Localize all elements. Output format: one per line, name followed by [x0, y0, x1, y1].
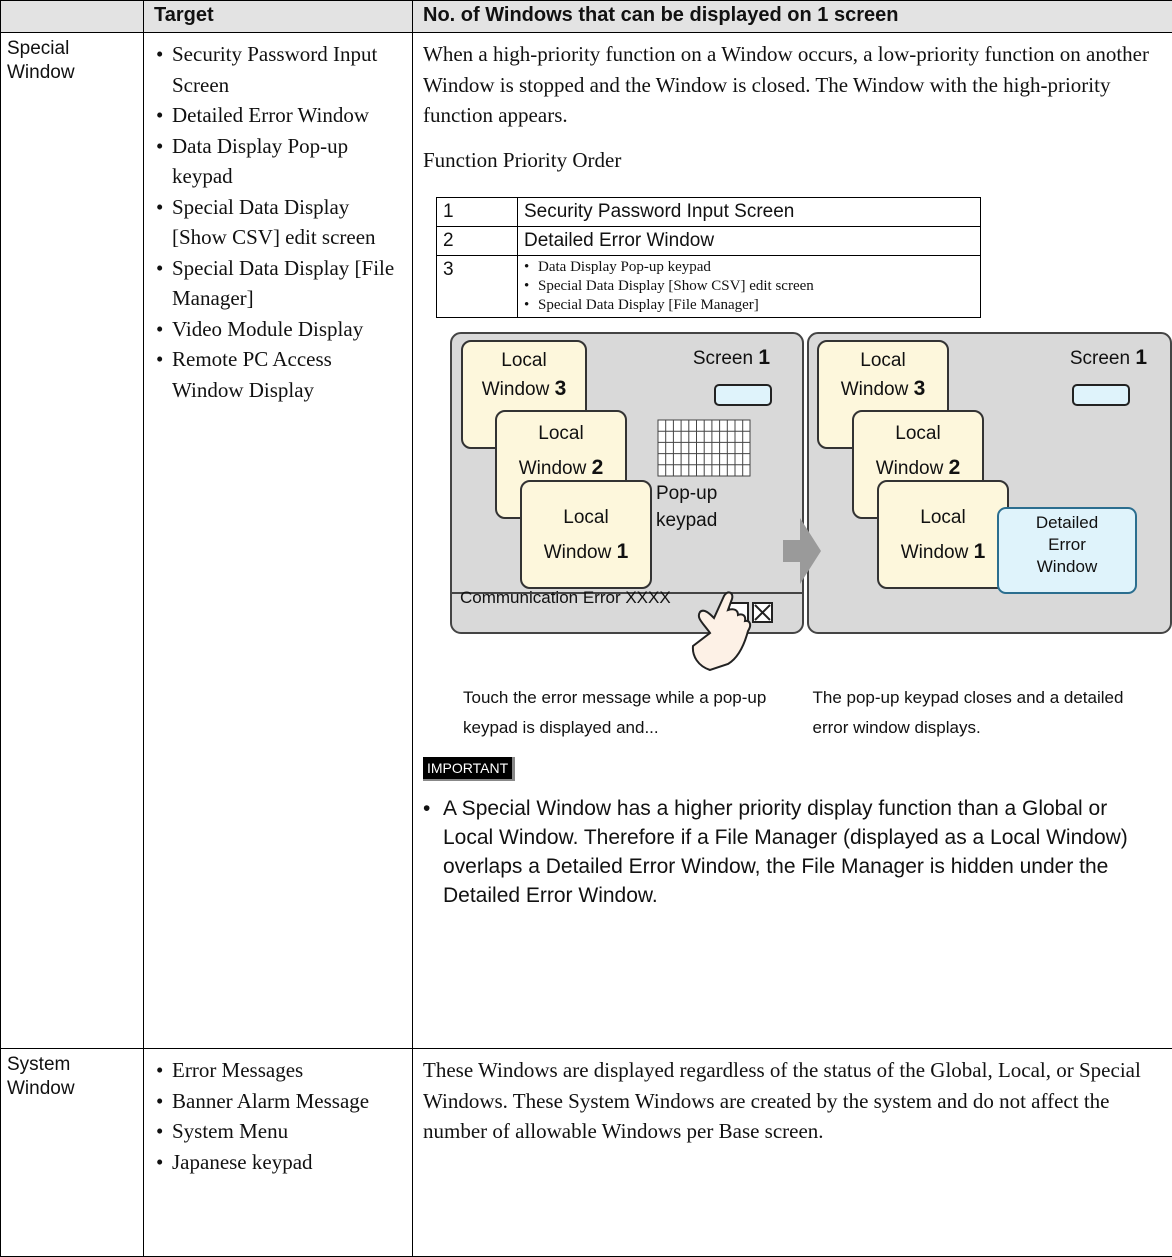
priority-row: 3Data Display Pop-up keypadSpecial Data …	[436, 255, 981, 318]
local-window-number: 3	[913, 377, 926, 400]
target-item: Error Messages	[156, 1055, 406, 1086]
priority-rank: 2	[436, 226, 518, 256]
local-window-number: 2	[591, 456, 604, 479]
priority-item: Data Display Pop-up keypad	[524, 258, 974, 277]
category: System Window	[0, 1048, 144, 1257]
local-window-text: Local Window	[900, 507, 969, 563]
target-item: Detailed Error Window	[156, 100, 406, 131]
arrow	[783, 518, 821, 584]
priority-items: Detailed Error Window	[517, 226, 981, 256]
diagram: Screen 1 Local Window 3 Local Window 2 Loca…	[448, 328, 1172, 683]
screen-button	[1072, 384, 1130, 406]
local-window-text: Local Window	[875, 423, 944, 479]
local-window-number: 3	[554, 377, 567, 400]
description-cell: When a high-priority function on a Windo…	[412, 32, 1172, 1049]
local-window-text: Local Window	[543, 507, 612, 563]
screen-number: 1	[758, 346, 770, 369]
local-window-number: 1	[973, 540, 986, 563]
caption: Touch the error message while a pop-up k…	[463, 688, 767, 737]
screen-label: Screen 1	[648, 344, 770, 373]
targets-cell: Error MessagesBanner Alarm MessageSystem…	[143, 1048, 413, 1257]
local-window-label: Local Window 3	[828, 347, 938, 404]
header-description: No. of Windows that can be displayed on …	[412, 0, 1172, 33]
caption: The pop-up keypad closes and a detailed …	[812, 688, 1124, 737]
error-message: Communication Error XXXX	[460, 588, 671, 607]
header-blank	[0, 0, 144, 33]
target-item: System Menu	[156, 1116, 406, 1147]
paragraph: Function Priority Order	[423, 147, 622, 172]
priority-item: Security Password Input Screen	[524, 201, 795, 222]
target-item: Security Password Input Screen	[156, 39, 406, 100]
priority-items: Security Password Input Screen	[517, 197, 981, 227]
target-item: Remote PC Access Window Display	[156, 344, 406, 405]
local-window	[520, 480, 652, 589]
row: Special WindowSecurity Password Input Sc…	[0, 32, 1172, 1049]
priority-items: Data Display Pop-up keypadSpecial Data D…	[517, 255, 981, 318]
local-window-number: 2	[948, 456, 961, 479]
priority-row: 2 Detailed Error Window	[436, 226, 981, 256]
target-list: Security Password Input ScreenDetailed E…	[144, 39, 412, 405]
local-window-text: Local Window	[840, 350, 909, 400]
target-item: Special Data Display [File Manager]	[156, 253, 406, 314]
header-row: Target No. of Windows that can be displa…	[0, 0, 1172, 33]
category: Special Window	[0, 32, 144, 1049]
screen-label: Screen 1	[1025, 344, 1147, 373]
target-item: Video Module Display	[156, 314, 406, 345]
local-window-label: Local Window 2	[863, 417, 973, 486]
target-item: Banner Alarm Message	[156, 1086, 406, 1117]
local-window-text: Local Window	[518, 423, 587, 479]
local-window-label: Local Window 1	[531, 501, 641, 570]
target-item: Special Data Display [Show CSV] edit scr…	[156, 192, 406, 253]
priority-list: Data Display Pop-up keypadSpecial Data D…	[524, 258, 974, 315]
detailed-error-window	[997, 507, 1137, 594]
screen-button	[714, 384, 772, 406]
priority-item: Special Data Display [Show CSV] edit scr…	[524, 277, 974, 296]
targets-cell: Security Password Input ScreenDetailed E…	[143, 32, 413, 1049]
priority-rank: 1	[436, 197, 518, 227]
priority-item: Detailed Error Window	[524, 230, 715, 251]
local-window-label: Local Window 3	[472, 347, 576, 404]
row: System WindowError MessagesBanner Alarm …	[0, 1048, 1172, 1257]
hand-icon	[691, 591, 752, 672]
local-window-text: Local Window	[481, 350, 550, 400]
screen-label-text: Screen	[692, 348, 754, 369]
captions: Touch the error message while a pop-up k…	[463, 683, 1162, 743]
local-window-label: Local Window 2	[506, 417, 616, 486]
target-item: Japanese keypad	[156, 1147, 406, 1178]
local-window-label: Local Window 1	[888, 501, 998, 570]
header-target: Target	[143, 0, 413, 33]
priority-row: 1 Security Password Input Screen	[436, 197, 981, 227]
priority-item: Special Data Display [File Manager]	[524, 296, 974, 315]
description-cell: These Windows are displayed regardless o…	[412, 1048, 1172, 1257]
target-list: Error MessagesBanner Alarm MessageSystem…	[144, 1055, 412, 1177]
local-window-number: 1	[616, 540, 629, 563]
screen-number: 1	[1135, 346, 1147, 369]
close-x	[754, 604, 771, 621]
keypad-label: Pop-up keypad	[656, 483, 718, 531]
target-item: Data Display Pop-up keypad	[156, 131, 406, 192]
detailed-error-label: Detailed Error Window	[1035, 513, 1099, 576]
priority-rank: 3	[436, 255, 518, 318]
diagram-shapes	[450, 332, 1172, 672]
screen-label-text: Screen	[1069, 348, 1131, 369]
paragraph: These Windows are displayed regardless o…	[423, 1058, 1141, 1143]
important-note: A Special Window has a higher priority d…	[423, 794, 1162, 910]
important-label: IMPORTANT	[423, 757, 516, 781]
paragraph: When a high-priority function on a Windo…	[423, 42, 1149, 127]
priority-table: 1 Security Password Input Screen 2 Detailed…	[436, 197, 981, 318]
